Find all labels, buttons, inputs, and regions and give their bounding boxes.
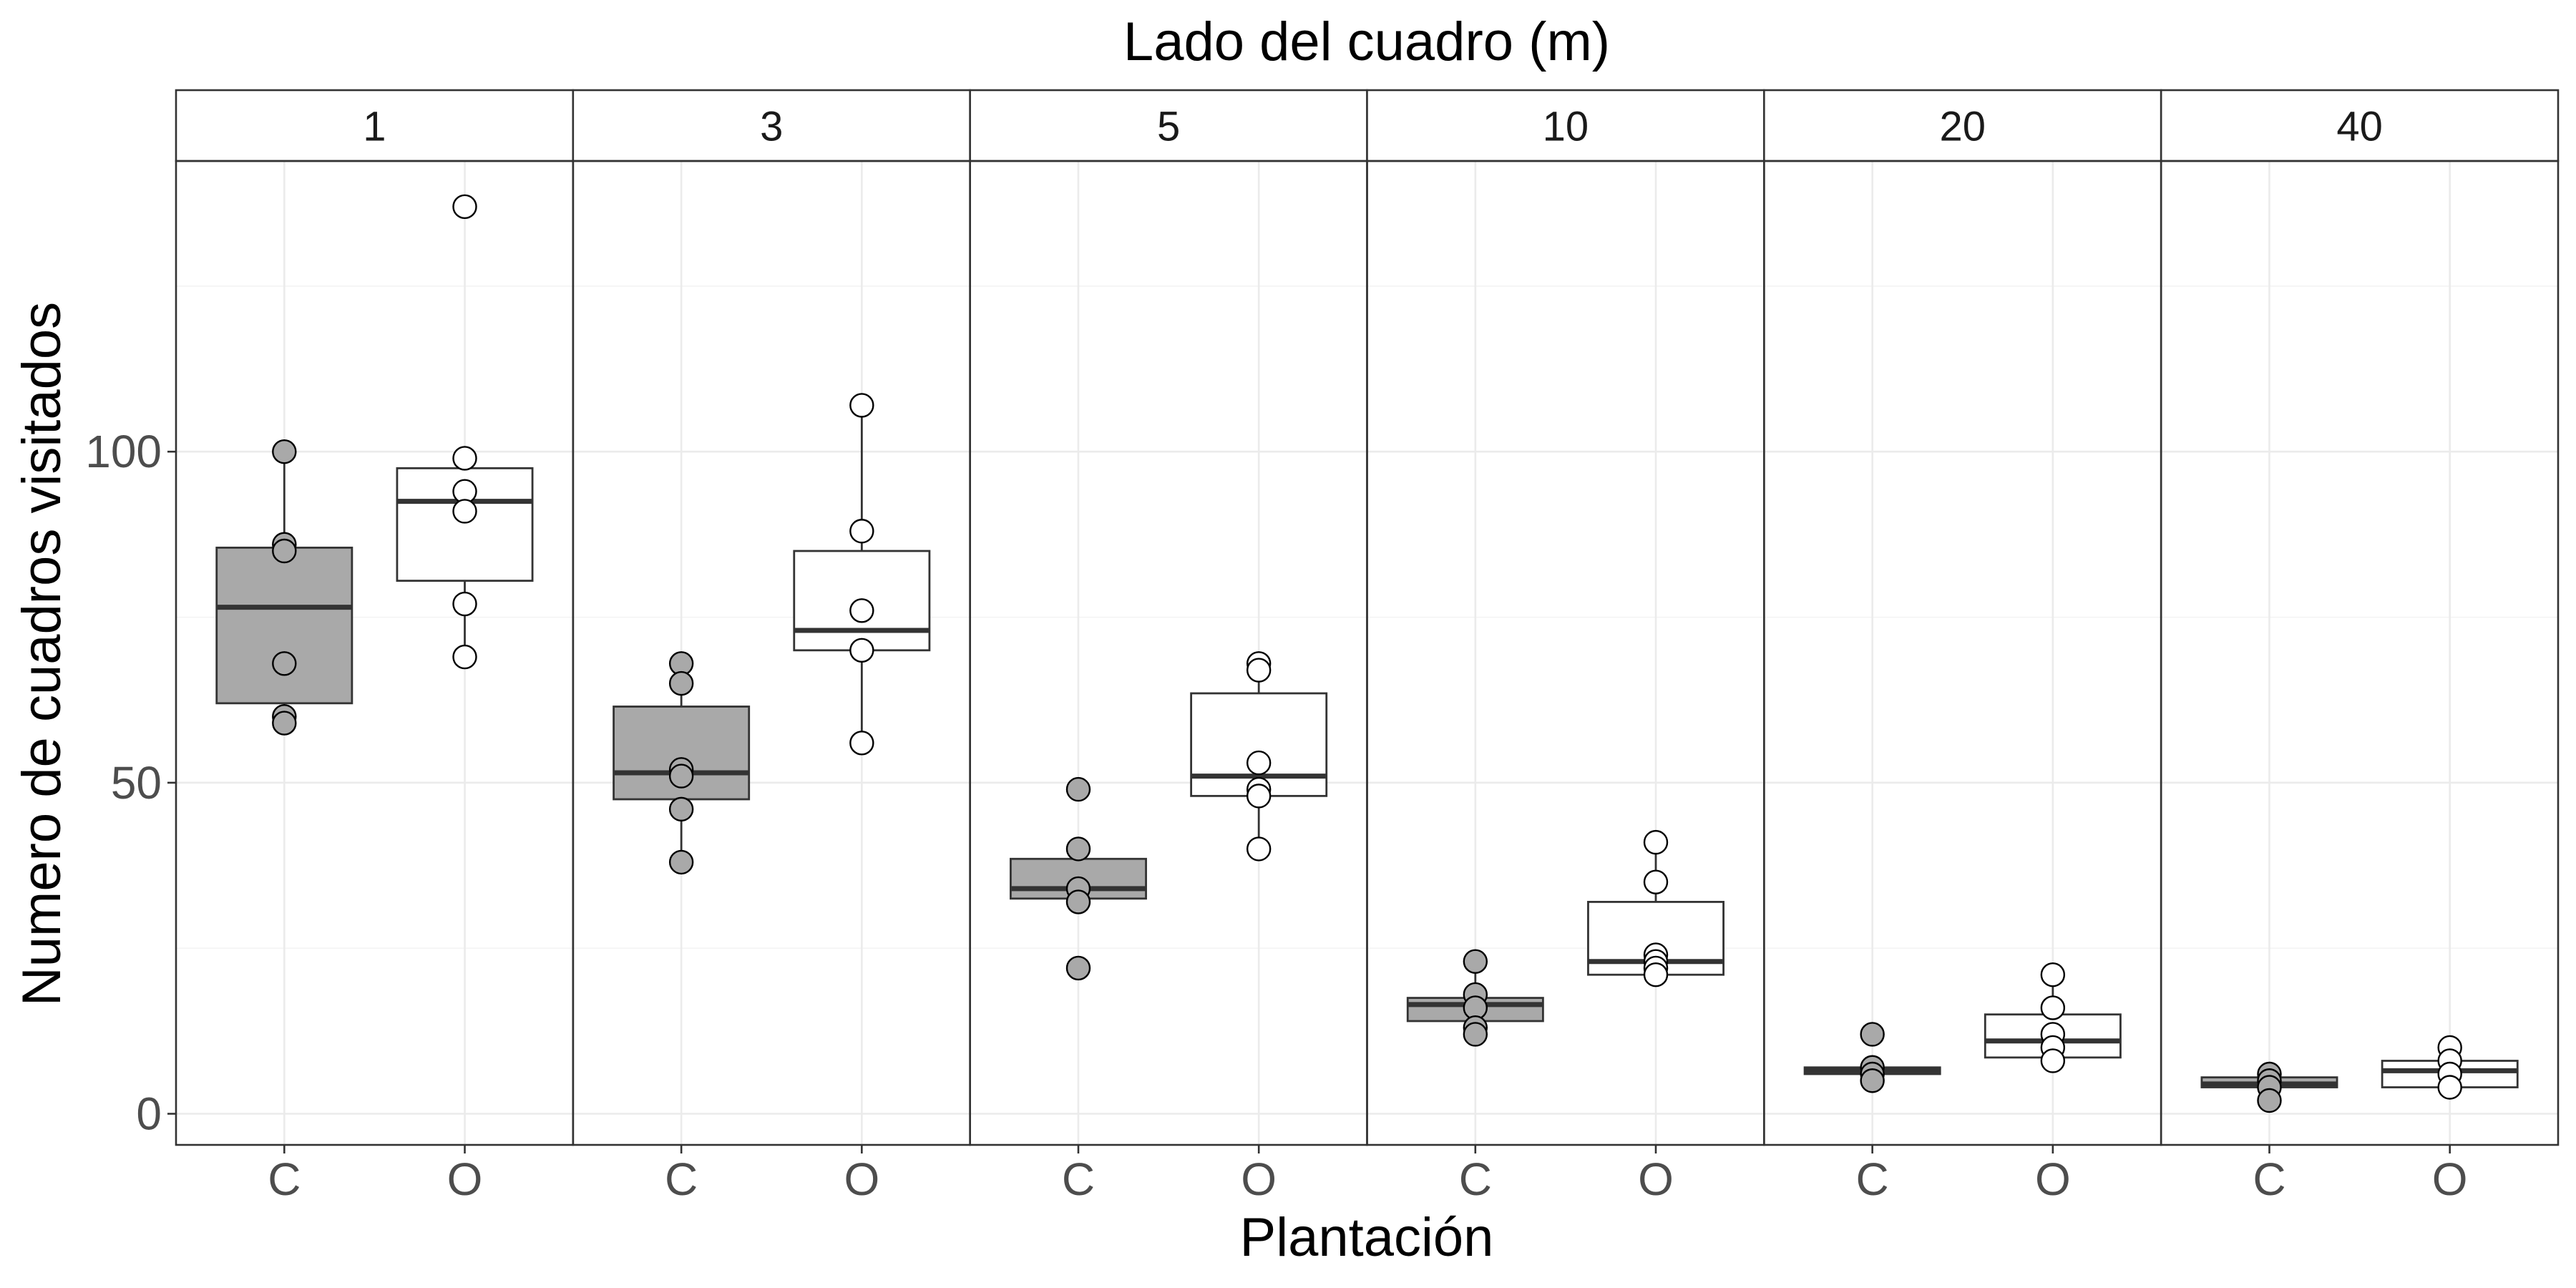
data-point	[668, 763, 694, 789]
data-point	[1065, 836, 1091, 862]
x-tick-label: C	[665, 1153, 698, 1205]
data-point	[668, 670, 694, 696]
data-point	[1643, 962, 1669, 987]
box-layer	[215, 405, 2519, 1101]
y-tick-label: 0	[136, 1088, 162, 1140]
chart-title: Lado del cuadro (m)	[1123, 11, 1610, 72]
y-axis-title: Numero de cuadros visitados	[11, 302, 72, 1006]
x-tick-label: O	[1638, 1153, 1674, 1205]
facet-strip	[1366, 89, 1765, 162]
data-point	[1065, 955, 1091, 981]
data-point	[1065, 776, 1091, 802]
boxplot-O-5	[1190, 663, 1328, 849]
x-tick-label: C	[1856, 1153, 1889, 1205]
data-point	[272, 711, 297, 736]
facet-strip	[2160, 89, 2560, 162]
data-point	[452, 591, 477, 617]
box-iqr	[215, 546, 353, 705]
facet-strip	[1763, 89, 2162, 162]
data-point	[2040, 995, 2066, 1020]
data-point	[1463, 949, 1488, 974]
x-tick-label: O	[447, 1153, 483, 1205]
point-layer	[272, 194, 2462, 1113]
x-tick-label: C	[2253, 1153, 2285, 1205]
facet-label: 20	[1939, 104, 1986, 150]
facet-strip	[175, 89, 575, 162]
x-axis-title: Plantación	[1240, 1207, 1494, 1268]
data-point	[849, 638, 874, 663]
data-point	[452, 644, 477, 670]
data-point	[1643, 829, 1669, 855]
data-point	[2437, 1075, 2462, 1100]
data-point	[1246, 784, 1272, 809]
data-point	[849, 731, 874, 756]
facet-strip	[969, 89, 1368, 162]
facet-label: 10	[1543, 104, 1589, 150]
data-point	[1463, 1022, 1488, 1047]
data-point	[1860, 1022, 1885, 1047]
x-tick-label: O	[2035, 1153, 2071, 1205]
data-point	[1246, 658, 1272, 683]
x-tick-label: O	[844, 1153, 879, 1205]
facet-frame-layer: 1 3 5 10 20 40	[175, 89, 2560, 1146]
data-point	[272, 439, 297, 464]
data-point	[272, 538, 297, 564]
x-tick-label: C	[1459, 1153, 1492, 1205]
facet-label: 5	[1157, 104, 1180, 150]
data-point	[1643, 869, 1669, 894]
data-point	[452, 446, 477, 471]
axis-layer: C O C O C O C O C O C O 0 50 100	[85, 426, 2467, 1205]
data-point	[1065, 889, 1091, 914]
panel-border	[2160, 160, 2560, 1146]
x-tick-label: O	[2432, 1153, 2468, 1205]
data-point	[2040, 962, 2066, 987]
data-point	[668, 849, 694, 875]
data-point	[849, 393, 874, 418]
data-point	[1246, 750, 1272, 776]
data-point	[1860, 1068, 1885, 1093]
facet-label: 40	[2336, 104, 2383, 150]
data-point	[849, 598, 874, 623]
x-tick-label: C	[268, 1153, 301, 1205]
facet-label: 1	[363, 104, 386, 150]
data-point	[2257, 1088, 2282, 1113]
facet-label: 3	[760, 104, 783, 150]
data-point	[849, 519, 874, 544]
data-point	[2040, 1048, 2066, 1073]
data-point	[452, 194, 477, 220]
data-point	[272, 651, 297, 676]
data-point	[1246, 836, 1272, 862]
y-tick-label: 100	[85, 426, 162, 477]
data-point	[668, 796, 694, 822]
data-point	[452, 499, 477, 524]
x-tick-label: C	[1062, 1153, 1095, 1205]
grid-layer	[176, 161, 2558, 1145]
boxplot-C-1	[215, 452, 353, 723]
y-tick-label: 50	[111, 757, 162, 809]
x-tick-label: O	[1241, 1153, 1277, 1205]
